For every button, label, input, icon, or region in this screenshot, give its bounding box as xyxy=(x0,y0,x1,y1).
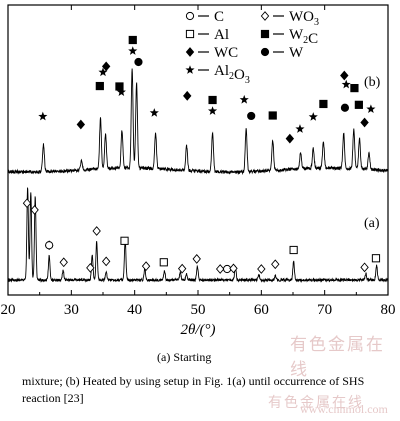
phase-markers xyxy=(22,35,381,274)
marker-b-diamond-filled xyxy=(101,61,111,72)
marker-a-square-open xyxy=(289,245,298,255)
legend-al2o3-icon xyxy=(185,65,195,74)
marker-b-diamond-filled xyxy=(76,119,86,130)
x-tick-label: 30 xyxy=(64,302,79,318)
watermark-url: www.cnnmol.com xyxy=(300,402,388,416)
marker-a-diamond-open xyxy=(86,262,95,273)
marker-a-diamond-open xyxy=(360,262,369,273)
x-tick-label: 70 xyxy=(317,302,332,318)
marker-a-circle-open xyxy=(45,241,54,250)
marker-b-diamond-filled xyxy=(285,133,295,144)
watermark-text: 有色金属在线 xyxy=(290,335,385,379)
figure-caption-line1: (a) Starting xyxy=(157,350,212,364)
marker-b-star xyxy=(208,106,218,115)
legend-label: Al2O3 xyxy=(214,63,250,86)
marker-b-star xyxy=(341,79,351,89)
xrd-chart: 20 30 40 50 60 70 80 C WO3 Al W2C WC W Al2O3 (b) (a)… xyxy=(1,4,396,338)
marker-a-diamond-open xyxy=(101,256,111,267)
x-tick-label: 50 xyxy=(191,302,206,318)
legend-wc-icon xyxy=(185,47,195,57)
pattern-curve-b xyxy=(7,68,389,176)
marker-a-square-open xyxy=(120,236,129,245)
legend-label: WC xyxy=(214,45,238,61)
legend-label: WO3 xyxy=(289,9,319,28)
marker-a-diamond-open xyxy=(22,198,32,209)
marker-b-circle-filled xyxy=(340,103,350,112)
watermark-text-2: 有色金属在线 xyxy=(268,396,364,411)
legend-w2c-icon xyxy=(260,29,270,39)
legend-wo3-icon xyxy=(260,11,270,21)
legend: C WO3 Al W2C WC W Al2O3 xyxy=(185,9,319,86)
marker-b-square-filled xyxy=(350,83,359,93)
marker-a-diamond-open xyxy=(92,226,101,236)
pattern-curves xyxy=(7,68,389,283)
marker-b-diamond-filled xyxy=(340,70,349,81)
marker-b-star xyxy=(308,112,318,121)
pattern-label-b: (b) xyxy=(364,75,381,90)
x-axis-label: 2θ/(°) xyxy=(180,322,215,338)
legend-label: Al xyxy=(214,27,229,43)
marker-b-star xyxy=(295,124,305,133)
legend-w-icon xyxy=(260,47,270,57)
marker-b-star xyxy=(239,94,249,104)
legend-label: W2C xyxy=(289,27,318,47)
marker-a-diamond-open xyxy=(177,263,187,274)
marker-b-square-filled xyxy=(115,82,124,91)
x-axis-ticks: 20 30 40 50 60 70 80 xyxy=(1,5,396,318)
marker-a-diamond-open xyxy=(271,259,280,270)
legend-label: W xyxy=(289,45,304,61)
marker-a-circle-open xyxy=(223,264,232,274)
marker-b-star xyxy=(128,46,138,55)
marker-b-star xyxy=(149,108,159,117)
marker-b-circle-filled xyxy=(247,111,256,121)
pattern-curve-a xyxy=(7,187,389,283)
marker-b-star xyxy=(38,111,48,121)
marker-a-diamond-open xyxy=(59,257,68,268)
marker-a-diamond-open xyxy=(141,261,151,272)
marker-b-square-filled xyxy=(354,100,363,109)
pattern-label-a: (a) xyxy=(364,216,380,231)
legend-label: C xyxy=(214,9,224,25)
marker-a-diamond-open xyxy=(192,254,201,264)
marker-b-square-filled xyxy=(319,99,328,109)
marker-b-diamond-filled xyxy=(183,90,192,101)
marker-a-diamond-open xyxy=(257,264,266,274)
plot-frame xyxy=(7,4,389,296)
marker-b-square-filled xyxy=(128,35,137,45)
marker-b-square-filled xyxy=(208,95,217,105)
marker-b-star xyxy=(98,67,108,77)
marker-a-square-open xyxy=(371,254,381,263)
figure-caption-line2: mixture; (b) Heated by using setup in Fi… xyxy=(22,374,365,405)
marker-a-diamond-open xyxy=(215,264,225,274)
marker-b-star xyxy=(366,104,376,114)
marker-b-square-filled xyxy=(268,111,277,120)
marker-a-square-open xyxy=(159,258,168,267)
marker-a-diamond-open xyxy=(30,205,39,215)
legend-al-icon xyxy=(185,29,195,39)
marker-b-circle-filled xyxy=(134,57,143,67)
marker-a-diamond-open xyxy=(229,263,238,274)
legend-c-icon xyxy=(185,11,195,21)
x-tick-label: 20 xyxy=(1,302,16,318)
marker-b-diamond-filled xyxy=(360,117,369,128)
x-tick-label: 40 xyxy=(127,302,142,318)
marker-b-square-filled xyxy=(95,81,104,91)
x-tick-label: 60 xyxy=(254,302,269,318)
marker-b-star xyxy=(116,87,126,97)
x-tick-label: 80 xyxy=(381,302,396,318)
